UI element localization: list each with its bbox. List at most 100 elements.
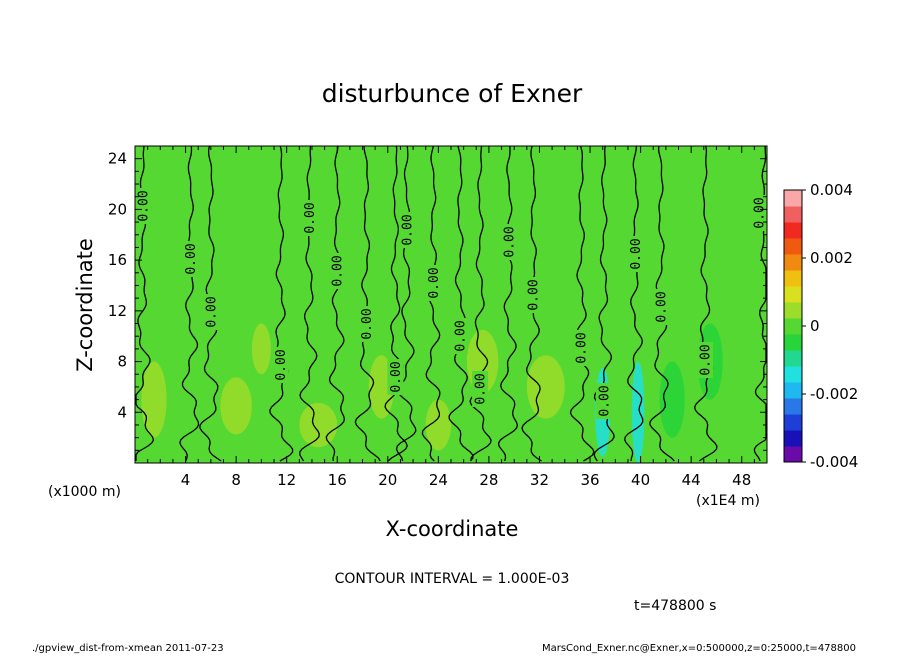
x-tick-label-6: 28 bbox=[479, 471, 498, 489]
contour-label-9: 0.00 bbox=[427, 267, 442, 298]
value-patch-8 bbox=[631, 361, 645, 463]
contour-line-6 bbox=[354, 145, 381, 462]
x-tick-label-9: 40 bbox=[631, 471, 650, 489]
contour-label-bg-2 bbox=[202, 294, 219, 330]
contour-line-10 bbox=[448, 145, 474, 462]
x-axis-ticks: 4 8 12 16 20 24 28 32 36 40 44 48 bbox=[147, 146, 755, 489]
y-tick-label-4: 20 bbox=[108, 200, 127, 218]
contour-label-15: 0.00 bbox=[597, 385, 612, 416]
time-label: t=478800 s bbox=[634, 598, 716, 614]
contour-label-bg-14 bbox=[573, 330, 590, 366]
value-patch-11 bbox=[141, 361, 167, 438]
value-patch-9 bbox=[659, 361, 685, 438]
x-tick-label-0: 4 bbox=[181, 471, 191, 489]
y-tick-label-3: 16 bbox=[108, 251, 127, 269]
x-tick-label-3: 16 bbox=[328, 471, 347, 489]
colorbar: 0.004 0.002 0 -0.002 -0.004 bbox=[783, 181, 858, 471]
x-tick-label-4: 20 bbox=[378, 471, 397, 489]
x-tick-label-2: 12 bbox=[277, 471, 296, 489]
contour-label-bg-3 bbox=[272, 347, 289, 383]
contour-line-8 bbox=[395, 145, 417, 462]
contour-label-2: 0.00 bbox=[204, 296, 219, 327]
x-tick-label-1: 8 bbox=[231, 471, 241, 489]
y-tick-label-2: 12 bbox=[108, 302, 127, 320]
y-axis-ticks: 4 8 12 16 20 24 bbox=[108, 150, 767, 451]
contour-label-bg-13 bbox=[525, 277, 542, 313]
x-axis-title: X-coordinate bbox=[386, 517, 519, 541]
colorbar-segment-5 bbox=[784, 366, 802, 383]
x-tick-label-8: 36 bbox=[580, 471, 599, 489]
chart-title: disturbunce of Exner bbox=[322, 79, 583, 108]
value-patch-6 bbox=[526, 355, 565, 419]
contour-label-11: 0.00 bbox=[474, 373, 489, 404]
contour-label-0: 0.00 bbox=[137, 190, 152, 221]
contour-label-10: 0.00 bbox=[453, 320, 468, 351]
contour-line-3 bbox=[269, 145, 294, 462]
colorbar-label-4: -0.004 bbox=[810, 453, 858, 471]
footer-right: MarsCond_Exner.nc@Exner,x=0:500000,z=0:2… bbox=[542, 643, 856, 654]
y-tick-label-0: 4 bbox=[117, 403, 127, 421]
contour-line-4 bbox=[299, 145, 320, 462]
contour-label-19: 0.00 bbox=[753, 197, 768, 228]
plot-area: 0.00 0.00 0.00 0.00 0.00 0.00 0.00 0.00 0.00 0.00… bbox=[134, 145, 768, 464]
value-patch-2 bbox=[299, 402, 338, 448]
colorbar-label-1: 0.002 bbox=[810, 249, 853, 267]
colorbar-segment-12 bbox=[784, 254, 802, 271]
x-tick-label-10: 44 bbox=[682, 471, 701, 489]
contour-line-16 bbox=[624, 145, 644, 462]
colorbar-segment-15 bbox=[784, 206, 802, 223]
contour-label-14: 0.00 bbox=[575, 332, 590, 363]
colorbar-segment-8 bbox=[784, 318, 802, 335]
contour-label-bg-6 bbox=[358, 306, 375, 342]
y-axis-title: Z-coordinate bbox=[73, 238, 97, 372]
contour-label-3: 0.00 bbox=[274, 349, 289, 380]
contour-label-12: 0.00 bbox=[503, 226, 518, 257]
contour-line-5 bbox=[325, 145, 346, 462]
contour-label-bg-15 bbox=[595, 383, 612, 419]
contour-label-6: 0.00 bbox=[360, 308, 375, 339]
colorbar-segment-3 bbox=[784, 398, 802, 415]
contour-label-bg-5 bbox=[329, 253, 346, 289]
contour-line-7 bbox=[384, 145, 408, 462]
contour-labels: 0.00 0.00 0.00 0.00 0.00 0.00 0.00 0.00 0.00 0.00… bbox=[135, 188, 768, 419]
colorbar-segment-0 bbox=[784, 446, 802, 463]
colorbar-segment-9 bbox=[784, 302, 802, 319]
contour-label-bg-9 bbox=[425, 265, 442, 301]
y-tick-label-1: 8 bbox=[117, 353, 127, 371]
colorbar-segment-7 bbox=[784, 334, 802, 351]
contour-label-bg-10 bbox=[451, 318, 468, 354]
colorbar-segment-13 bbox=[784, 238, 802, 255]
x-unit-label: (x1000 m) bbox=[48, 484, 121, 500]
contour-label-18: 0.00 bbox=[699, 344, 714, 375]
contour-label-bg-7 bbox=[387, 359, 404, 395]
colorbar-segment-2 bbox=[784, 414, 802, 431]
contour-line-1 bbox=[179, 145, 200, 462]
contour-label-1: 0.00 bbox=[184, 243, 199, 274]
x-tick-label-7: 32 bbox=[530, 471, 549, 489]
colorbar-segment-10 bbox=[784, 286, 802, 303]
colorbar-segment-6 bbox=[784, 350, 802, 367]
contour-label-16: 0.00 bbox=[629, 238, 644, 269]
contour-label-bg-1 bbox=[182, 241, 199, 277]
contour-label-8: 0.00 bbox=[400, 214, 415, 245]
colorbar-segment-16 bbox=[784, 190, 802, 207]
colorbar-segment-4 bbox=[784, 382, 802, 399]
value-patch-1 bbox=[251, 323, 271, 375]
x-tick-label-11: 48 bbox=[732, 471, 751, 489]
colorbar-segment-1 bbox=[784, 430, 802, 447]
x-tick-label-5: 24 bbox=[429, 471, 448, 489]
contour-label-bg-17 bbox=[652, 289, 669, 325]
value-patch-0 bbox=[220, 377, 252, 435]
colorbar-segment-14 bbox=[784, 222, 802, 239]
contour-label-5: 0.00 bbox=[331, 255, 346, 286]
contour-label-13: 0.00 bbox=[527, 279, 542, 310]
contour-label-4: 0.00 bbox=[303, 202, 318, 233]
value-patch-4 bbox=[425, 399, 451, 451]
contour-line-9 bbox=[421, 145, 441, 462]
contour-label-17: 0.00 bbox=[654, 291, 669, 322]
contour-label-bg-16 bbox=[627, 236, 644, 272]
contour-line-18 bbox=[694, 145, 718, 462]
contour-label-bg-18 bbox=[697, 342, 714, 378]
x-scale-label: (x1E4 m) bbox=[696, 493, 760, 509]
